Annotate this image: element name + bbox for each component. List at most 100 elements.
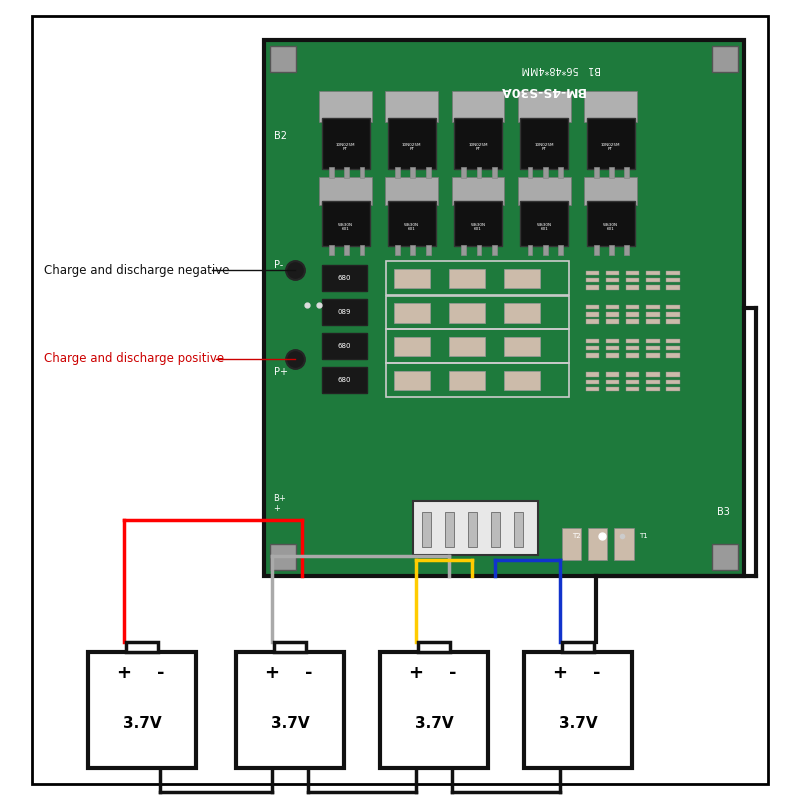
Bar xyxy=(454,118,502,169)
Bar xyxy=(666,386,680,391)
Bar xyxy=(646,305,659,310)
Bar xyxy=(666,278,680,282)
Bar xyxy=(606,305,619,310)
Bar xyxy=(625,167,630,178)
Bar xyxy=(646,270,659,275)
Bar xyxy=(319,91,372,122)
Bar xyxy=(666,319,680,324)
Bar xyxy=(410,167,415,178)
Text: 680: 680 xyxy=(338,275,351,281)
Bar xyxy=(666,305,680,310)
Bar xyxy=(626,346,639,350)
Bar xyxy=(462,245,466,254)
Text: 089: 089 xyxy=(338,310,351,315)
Text: -: - xyxy=(305,664,312,682)
Bar xyxy=(329,167,334,178)
Bar xyxy=(666,353,680,358)
Bar xyxy=(594,167,598,178)
Text: +: + xyxy=(116,664,131,682)
Text: +: + xyxy=(264,664,279,682)
Bar xyxy=(491,512,500,546)
Bar xyxy=(520,201,568,246)
Bar xyxy=(646,285,659,290)
Bar xyxy=(586,270,599,275)
Bar xyxy=(504,371,540,390)
Bar xyxy=(712,544,738,570)
Bar xyxy=(322,265,367,291)
Bar xyxy=(322,118,370,169)
Bar xyxy=(626,386,639,391)
Bar xyxy=(626,305,639,310)
Bar xyxy=(322,333,367,359)
Bar xyxy=(359,245,364,254)
Bar xyxy=(492,167,497,178)
Bar xyxy=(584,91,637,122)
Bar xyxy=(666,379,680,384)
Text: WS30N
601: WS30N 601 xyxy=(338,222,353,231)
Bar xyxy=(625,245,630,254)
Bar xyxy=(606,346,619,350)
Bar xyxy=(606,386,619,391)
Bar xyxy=(609,245,614,254)
Bar xyxy=(426,245,430,254)
Bar xyxy=(606,319,619,324)
Bar xyxy=(609,167,614,178)
Bar xyxy=(462,167,466,178)
Bar xyxy=(712,46,738,72)
Bar xyxy=(322,299,367,325)
Bar xyxy=(413,501,538,554)
Bar xyxy=(518,177,570,205)
Bar xyxy=(586,305,599,310)
Bar xyxy=(588,528,607,560)
Bar xyxy=(586,386,599,391)
Bar xyxy=(626,338,639,343)
Bar xyxy=(606,338,619,343)
Text: 10N025M
PT: 10N025M PT xyxy=(601,142,620,151)
Bar xyxy=(626,353,639,358)
Text: 680: 680 xyxy=(338,343,351,349)
Text: 3.7V: 3.7V xyxy=(122,717,162,731)
Bar xyxy=(88,652,196,768)
Bar xyxy=(395,167,400,178)
Bar xyxy=(468,512,477,546)
Text: 3.7V: 3.7V xyxy=(270,717,310,731)
Bar xyxy=(586,346,599,350)
Bar xyxy=(594,245,598,254)
Bar xyxy=(606,372,619,377)
Bar xyxy=(558,245,563,254)
Bar xyxy=(518,91,570,122)
Bar xyxy=(380,652,488,768)
Bar xyxy=(586,312,599,317)
Bar xyxy=(586,338,599,343)
Bar xyxy=(445,512,454,546)
Text: Charge and discharge negative: Charge and discharge negative xyxy=(44,264,230,277)
Bar xyxy=(388,201,436,246)
Bar xyxy=(386,295,569,329)
Bar xyxy=(386,363,569,397)
Bar xyxy=(646,278,659,282)
Bar xyxy=(586,201,634,246)
Bar xyxy=(626,312,639,317)
Bar xyxy=(492,245,497,254)
Bar xyxy=(606,285,619,290)
Bar xyxy=(329,245,334,254)
Bar xyxy=(606,353,619,358)
Bar xyxy=(410,245,415,254)
Bar xyxy=(386,262,569,294)
Bar xyxy=(543,167,548,178)
Bar xyxy=(477,167,482,178)
Bar xyxy=(504,303,540,322)
Bar xyxy=(646,379,659,384)
Bar xyxy=(126,642,158,652)
Bar xyxy=(626,379,639,384)
Bar xyxy=(477,245,482,254)
Bar xyxy=(562,528,581,560)
Bar xyxy=(274,642,306,652)
Bar xyxy=(524,652,632,768)
Text: +: + xyxy=(408,664,423,682)
Bar xyxy=(270,544,296,570)
Text: 3.7V: 3.7V xyxy=(558,717,598,731)
Bar xyxy=(359,167,364,178)
Bar xyxy=(527,245,532,254)
Text: B3: B3 xyxy=(717,506,730,517)
